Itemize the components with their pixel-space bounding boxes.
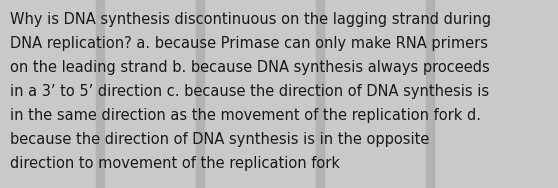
Text: in a 3’ to 5’ direction c. because the direction of DNA synthesis is: in a 3’ to 5’ direction c. because the d… [10,84,489,99]
Text: in the same direction as the movement of the replication fork d.: in the same direction as the movement of… [10,108,481,123]
Text: on the leading strand b. because DNA synthesis always proceeds: on the leading strand b. because DNA syn… [10,60,490,75]
Text: DNA replication? a. because Primase can only make RNA primers: DNA replication? a. because Primase can … [10,36,488,51]
Bar [96,0,104,188]
Bar [426,0,434,188]
Text: direction to movement of the replication fork: direction to movement of the replication… [10,156,340,171]
Text: because the direction of DNA synthesis is in the opposite: because the direction of DNA synthesis i… [10,132,429,147]
Bar [316,0,324,188]
Text: Why is DNA synthesis discontinuous on the lagging strand during: Why is DNA synthesis discontinuous on th… [10,12,491,27]
Bar [196,0,204,188]
